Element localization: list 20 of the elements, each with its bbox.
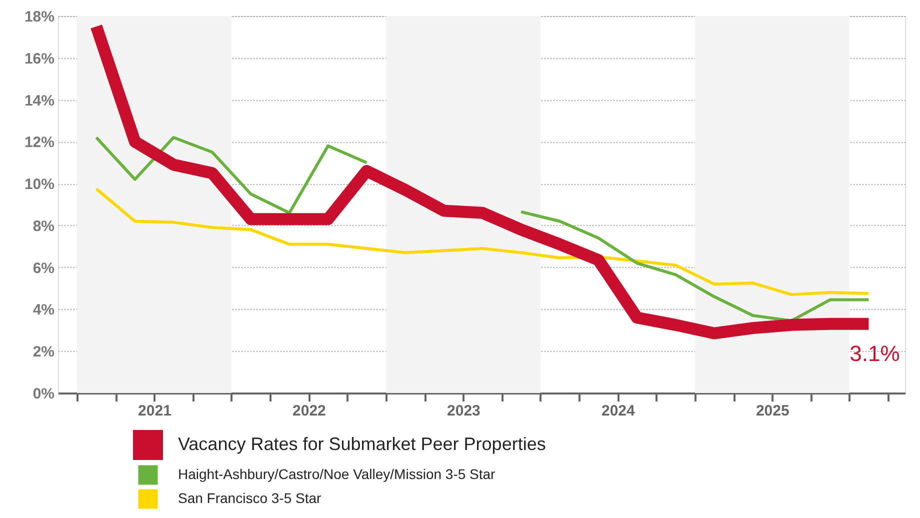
x-tick-label: 2021 <box>138 402 172 420</box>
y-tick-label: 4% <box>32 302 54 319</box>
x-tick-label: 2024 <box>601 402 636 420</box>
legend-label: Haight-Ashbury/Castro/Noe Valley/Mission 3-5 Star <box>178 466 496 482</box>
line-series <box>94 187 870 296</box>
legend-label: San Francisco 3-5 Star <box>178 490 322 506</box>
y-tick-label: 14% <box>24 92 54 110</box>
x-tick-label: 2025 <box>756 402 790 420</box>
y-tick-label: 18% <box>24 8 54 26</box>
y-tick-label: 12% <box>24 134 54 152</box>
y-tick-label: 16% <box>24 50 54 68</box>
annotation: 3.1% <box>850 340 900 366</box>
x-tick-label: 2023 <box>447 402 480 420</box>
y-tick-label: 2% <box>32 344 54 361</box>
legend-label: Vacancy Rates for Submarket Peer Properties <box>178 434 546 454</box>
x-tick-label: 2022 <box>292 402 326 420</box>
y-tick-label: 8% <box>32 218 54 235</box>
y-tick-label: 0% <box>32 386 54 402</box>
y-tick-label: 10% <box>24 176 54 194</box>
y-tick-label: 6% <box>32 260 54 277</box>
